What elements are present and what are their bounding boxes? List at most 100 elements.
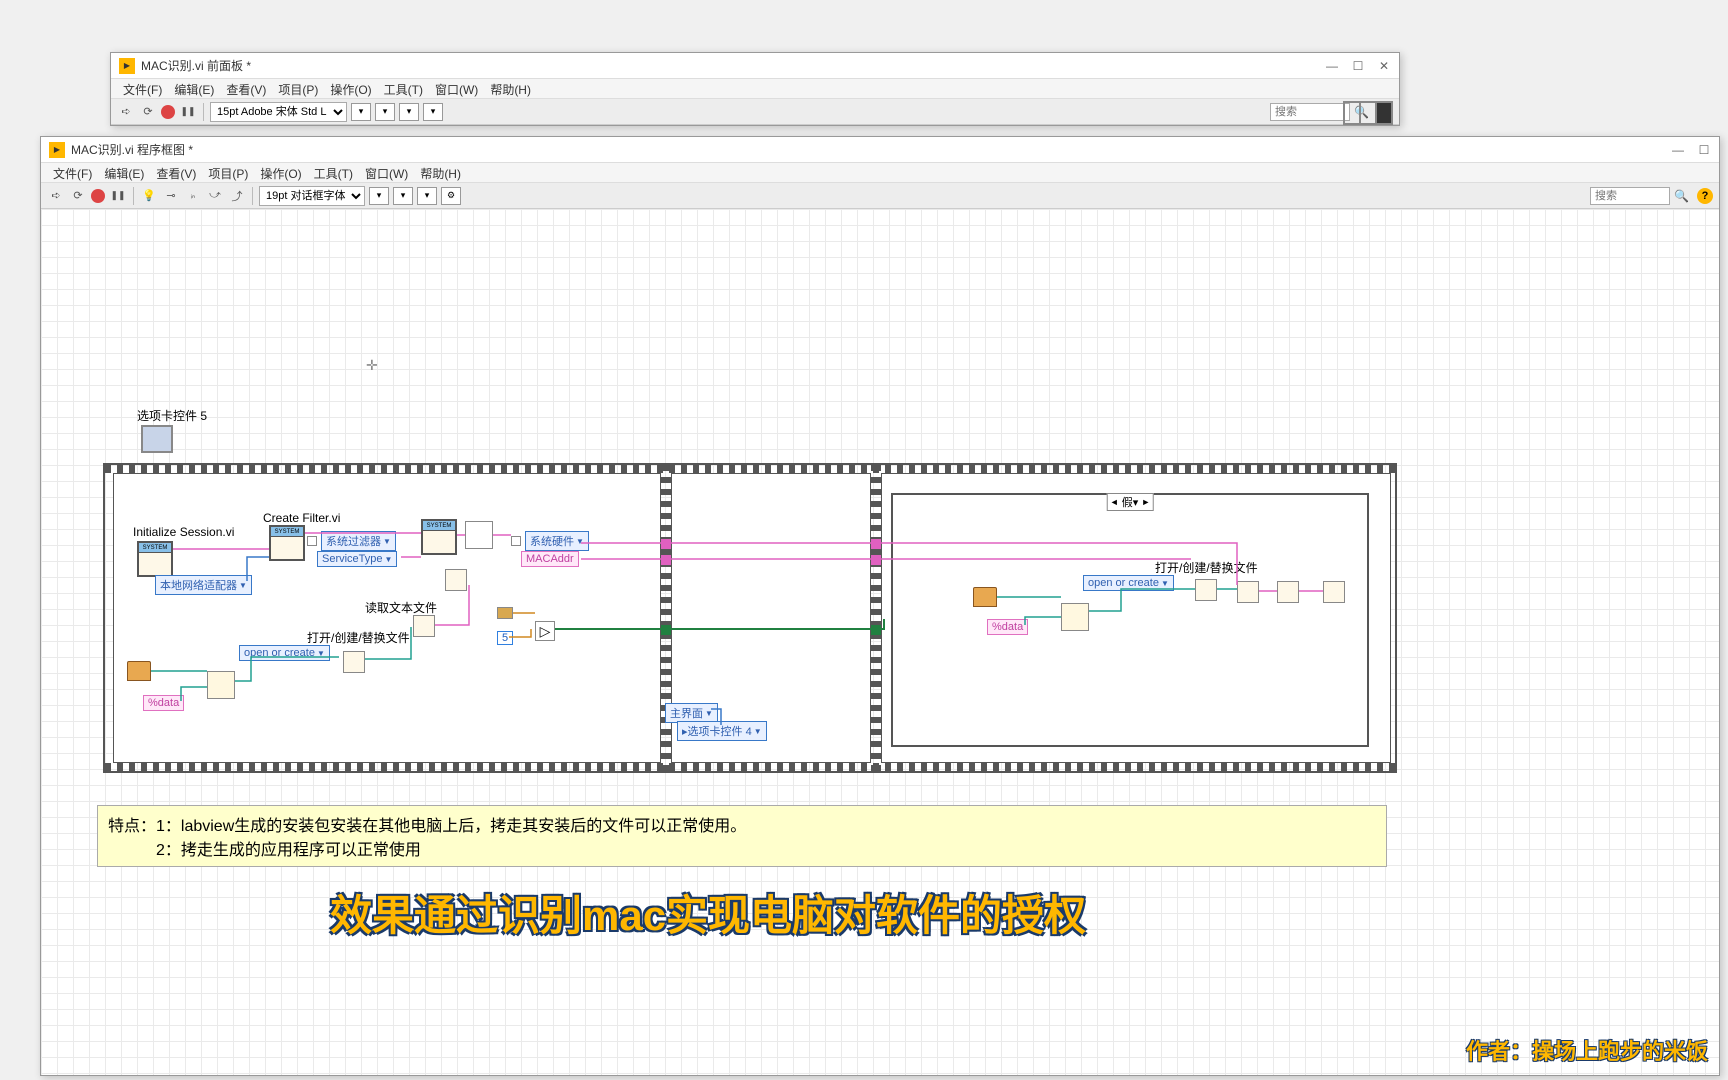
open-replace-label-2: 打开/创建/替换文件	[1155, 559, 1258, 576]
main-page-const[interactable]: 主界面	[665, 703, 718, 723]
highlight-button[interactable]	[140, 187, 158, 205]
tunnel	[871, 539, 881, 549]
step-into-button[interactable]: ᵢₙ	[184, 187, 202, 205]
tab-control-label: 选项卡控件 5	[137, 407, 207, 424]
build-path-node-2[interactable]	[1061, 603, 1089, 631]
build-path-node-1[interactable]	[207, 671, 235, 699]
reorder-dropdown[interactable]: ▾	[423, 103, 443, 121]
titlebar[interactable]: MAC识别.vi 程序框图 * — ☐	[41, 137, 1719, 163]
labview-icon	[49, 142, 65, 158]
service-type-property[interactable]: ServiceType	[317, 551, 397, 567]
cleanup-dropdown[interactable]: ▾	[417, 187, 437, 205]
string-length-node[interactable]	[497, 607, 513, 619]
app-dir-node[interactable]	[127, 661, 151, 681]
pause-button[interactable]	[179, 103, 197, 121]
menu-operate[interactable]: 操作(O)	[254, 163, 307, 182]
retain-wire-button[interactable]: ⊸	[162, 187, 180, 205]
cursor-icon: ✛	[366, 357, 378, 374]
separator	[203, 103, 204, 121]
abort-button[interactable]	[161, 105, 175, 119]
open-create-const-2[interactable]: open or create	[1083, 575, 1174, 591]
tab-ctrl4-local[interactable]: ▸选项卡控件 4	[677, 721, 767, 741]
minimize-button[interactable]: —	[1325, 59, 1339, 73]
search-icon[interactable]: 🔍	[1674, 189, 1689, 203]
close-button[interactable]: ✕	[1377, 59, 1391, 73]
close-file-node-2[interactable]	[1277, 581, 1299, 603]
maximize-button[interactable]: ☐	[1351, 59, 1365, 73]
tab-control-terminal[interactable]	[141, 425, 173, 453]
menu-view[interactable]: 查看(V)	[150, 163, 202, 182]
reorder-dropdown[interactable]: ⚙	[441, 187, 461, 205]
search-input[interactable]	[1270, 103, 1350, 121]
case-selector[interactable]: 假 ▾	[1107, 493, 1154, 511]
menu-window[interactable]: 窗口(W)	[359, 163, 414, 182]
menu-file[interactable]: 文件(F)	[47, 163, 98, 182]
create-filter-vi[interactable]: SYSTEM	[269, 525, 305, 561]
menu-view[interactable]: 查看(V)	[220, 79, 272, 98]
macaddr-property[interactable]: MACAddr	[521, 551, 579, 567]
run-button[interactable]	[117, 103, 135, 121]
tunnel	[871, 555, 881, 565]
init-session-vi[interactable]: SYSTEM	[137, 541, 173, 577]
minimize-button[interactable]: —	[1671, 143, 1685, 157]
open-file-node-2[interactable]	[1195, 579, 1217, 601]
pause-button[interactable]	[109, 187, 127, 205]
app-dir-node-2[interactable]	[973, 587, 997, 607]
separator	[133, 187, 134, 205]
sys-hardware-property[interactable]: 系统硬件	[511, 531, 589, 551]
window-title: MAC识别.vi 前面板 *	[141, 57, 1325, 74]
case-structure[interactable]: 假 ▾	[891, 493, 1369, 747]
sequence-frame-0	[113, 473, 661, 763]
create-filter-label: Create Filter.vi	[263, 511, 340, 525]
connector-pane[interactable]	[1343, 101, 1393, 125]
tunnel	[661, 625, 671, 635]
abort-button[interactable]	[91, 189, 105, 203]
step-out-button[interactable]: ⤴	[228, 187, 246, 205]
maximize-button[interactable]: ☐	[1697, 143, 1711, 157]
menu-file[interactable]: 文件(F)	[117, 79, 168, 98]
comment-line-2: 2：拷走生成的应用程序可以正常使用	[108, 836, 1376, 860]
font-select[interactable]: 15pt Adobe 宋体 Std L	[210, 102, 347, 122]
error-handler-node[interactable]	[1323, 581, 1345, 603]
menu-project[interactable]: 项目(P)	[202, 163, 254, 182]
menu-edit[interactable]: 编辑(E)	[98, 163, 150, 182]
greater-than-node[interactable]: ▷	[535, 621, 555, 641]
font-select[interactable]: 19pt 对话框字体	[259, 186, 365, 206]
distribute-dropdown[interactable]: ▾	[393, 187, 413, 205]
align-dropdown[interactable]: ▾	[351, 103, 371, 121]
menu-tools[interactable]: 工具(T)	[378, 79, 429, 98]
open-file-node-1[interactable]	[343, 651, 365, 673]
titlebar[interactable]: MAC识别.vi 前面板 * — ☐ ✕	[111, 53, 1399, 79]
video-author: 作者：操场上跑步的米饭	[1466, 1034, 1708, 1066]
sys-filter-property[interactable]: 系统过滤器	[307, 531, 396, 551]
menu-edit[interactable]: 编辑(E)	[168, 79, 220, 98]
data-const-2[interactable]: %data	[987, 619, 1028, 635]
comment-box[interactable]: 特点：1：labview生成的安装包安装在其他电脑上后，拷走其安装后的文件可以正…	[97, 805, 1387, 867]
distribute-dropdown[interactable]: ▾	[375, 103, 395, 121]
menu-operate[interactable]: 操作(O)	[324, 79, 377, 98]
menu-project[interactable]: 项目(P)	[272, 79, 324, 98]
data-const-1[interactable]: %data	[143, 695, 184, 711]
front-panel-window: MAC识别.vi 前面板 * — ☐ ✕ 文件(F) 编辑(E) 查看(V) 项…	[110, 52, 1400, 126]
resize-dropdown[interactable]: ▾	[399, 103, 419, 121]
run-button[interactable]	[47, 187, 65, 205]
menu-window[interactable]: 窗口(W)	[429, 79, 484, 98]
menu-help[interactable]: 帮助(H)	[484, 79, 537, 98]
run-continuous-button[interactable]	[69, 187, 87, 205]
menu-help[interactable]: 帮助(H)	[414, 163, 467, 182]
write-text-node[interactable]	[1237, 581, 1259, 603]
close-file-node[interactable]	[445, 569, 467, 591]
run-continuous-button[interactable]	[139, 103, 157, 121]
step-over-button[interactable]: ⤻	[206, 187, 224, 205]
align-dropdown[interactable]: ▾	[369, 187, 389, 205]
search-input[interactable]	[1590, 187, 1670, 205]
open-create-const-1[interactable]: open or create	[239, 645, 330, 661]
menu-tools[interactable]: 工具(T)	[308, 163, 359, 182]
read-text-file-node[interactable]	[413, 615, 435, 637]
local-adapter-const[interactable]: 本地网络适配器	[155, 575, 252, 595]
const-5[interactable]: 5	[497, 631, 513, 645]
index-array-node[interactable]	[465, 521, 493, 549]
help-icon[interactable]: ?	[1697, 188, 1713, 204]
diagram-canvas[interactable]: 选项卡控件 5 ✛ Initialize Session.vi SYSTEM C…	[41, 209, 1719, 1075]
find-hardware-vi[interactable]: SYSTEM	[421, 519, 457, 555]
